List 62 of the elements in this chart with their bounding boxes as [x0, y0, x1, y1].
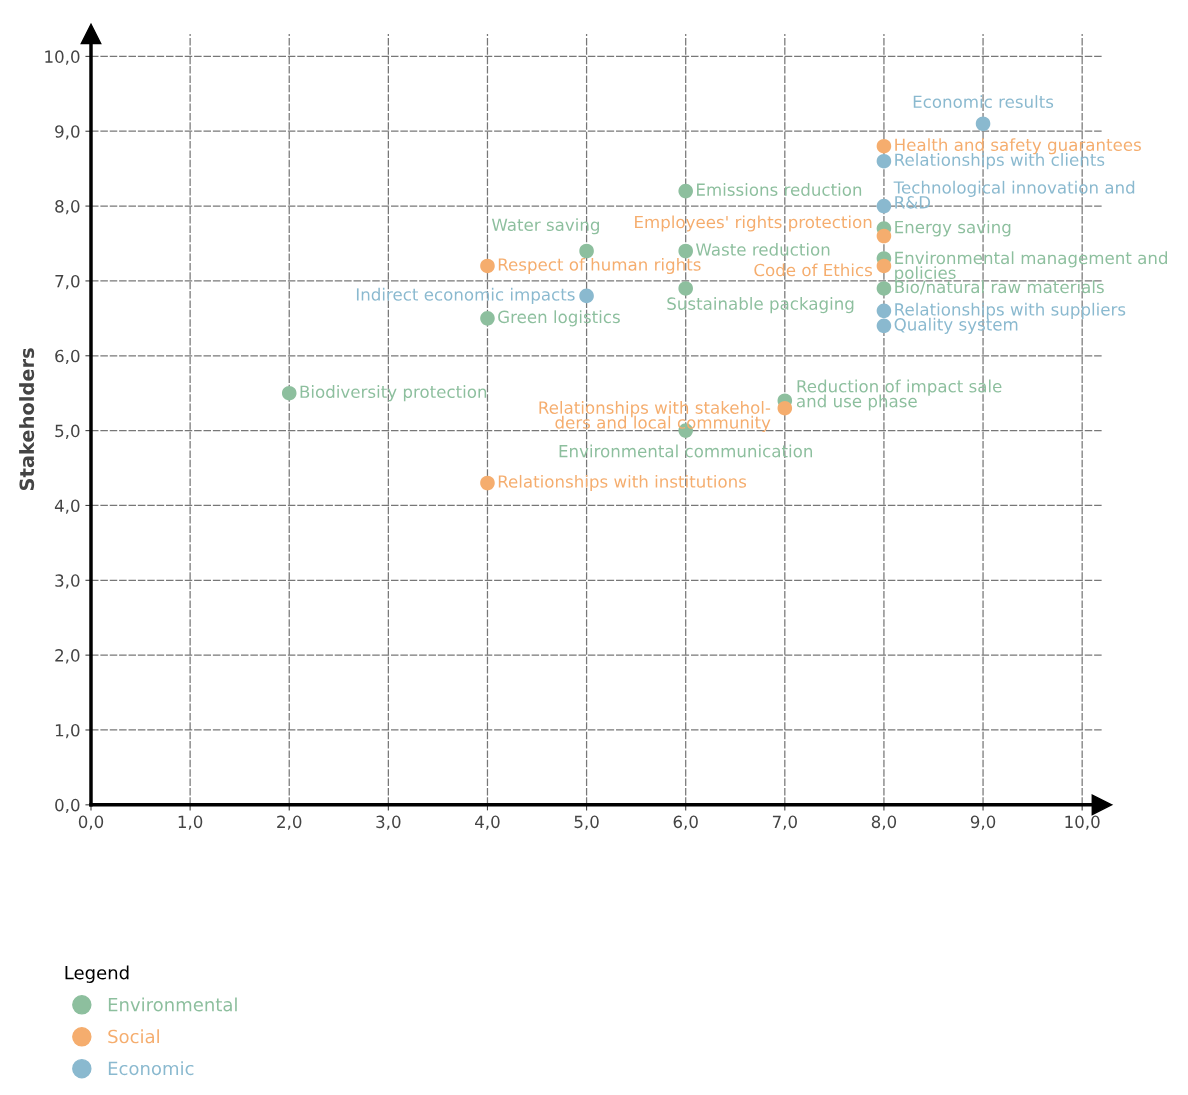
annotation: Biodiversity protection	[300, 385, 487, 402]
x-tick-label: 8,0	[871, 815, 897, 830]
point	[876, 138, 892, 154]
annotation: Water saving	[491, 218, 599, 235]
annotation: Emissions reduction	[697, 183, 862, 196]
annotation: Environmental communication	[559, 444, 813, 458]
legend-label: Economic	[108, 1061, 194, 1076]
x-tick-label: 3,0	[376, 815, 401, 830]
annotation: Quality system	[894, 317, 1018, 334]
y-tick-label: 10,0	[45, 50, 80, 65]
x-tick-label: 2,0	[277, 815, 302, 830]
y-tick-label: 3,0	[55, 574, 80, 589]
y-tick-label: 6,0	[55, 349, 80, 365]
x-tick-label: 7,0	[772, 815, 797, 830]
x-tick-label: 9,0	[970, 815, 996, 830]
x-tick-label: 1,0	[178, 815, 203, 830]
x-tick-label: 6,0	[673, 815, 698, 830]
annotation: Relationships with institutions	[498, 474, 747, 492]
point	[876, 198, 892, 214]
x-tick-label: 5,0	[574, 815, 599, 830]
point	[876, 318, 892, 334]
y-axis-title: Stakeholders	[19, 348, 35, 491]
annotation: Code of Ethics	[754, 263, 873, 277]
x-tick-label: 0,0	[78, 815, 104, 830]
point	[876, 228, 892, 244]
point	[876, 281, 892, 296]
annotation: Relationships with clients	[895, 153, 1105, 170]
annotation: Respect of human rights	[498, 257, 701, 275]
y-tick-label: 9,0	[55, 125, 80, 140]
y-tick-label: 5,0	[55, 424, 80, 439]
y-tick-label: 8,0	[55, 200, 80, 215]
point	[975, 116, 991, 132]
annotation: Green logistics	[498, 310, 620, 327]
point	[678, 183, 693, 199]
point	[678, 281, 693, 296]
y-tick-label: 2,0	[55, 649, 80, 664]
point	[579, 288, 594, 304]
legend-label: Environmental	[108, 997, 237, 1012]
point	[579, 243, 594, 259]
point	[876, 303, 892, 319]
point	[480, 311, 495, 326]
annotation: Employees' rights protection	[635, 215, 872, 232]
annotation: Energy saving	[895, 220, 1011, 237]
point	[777, 400, 793, 416]
point	[678, 243, 693, 259]
y-tick-label: 4,0	[54, 499, 80, 514]
y-tick-label: 0,0	[55, 798, 80, 814]
y-tick-label: 7,0	[55, 274, 80, 290]
point	[281, 385, 297, 401]
annotation: Economic results	[913, 95, 1054, 109]
x-tick-label: 10,0	[1065, 815, 1100, 830]
annotation: Waste reduction	[695, 242, 830, 256]
legend-title: Legend	[65, 965, 129, 983]
point	[876, 153, 892, 169]
annotation: Relationships with suppliers	[895, 302, 1126, 319]
point	[480, 258, 495, 274]
point	[480, 475, 495, 491]
annotation: Reduction of impact sale and use phase	[796, 379, 1002, 411]
y-tick-label: 1,0	[55, 723, 80, 739]
x-tick-label: 4,0	[475, 815, 500, 830]
point	[876, 258, 892, 274]
legend-label: Social	[108, 1029, 159, 1044]
